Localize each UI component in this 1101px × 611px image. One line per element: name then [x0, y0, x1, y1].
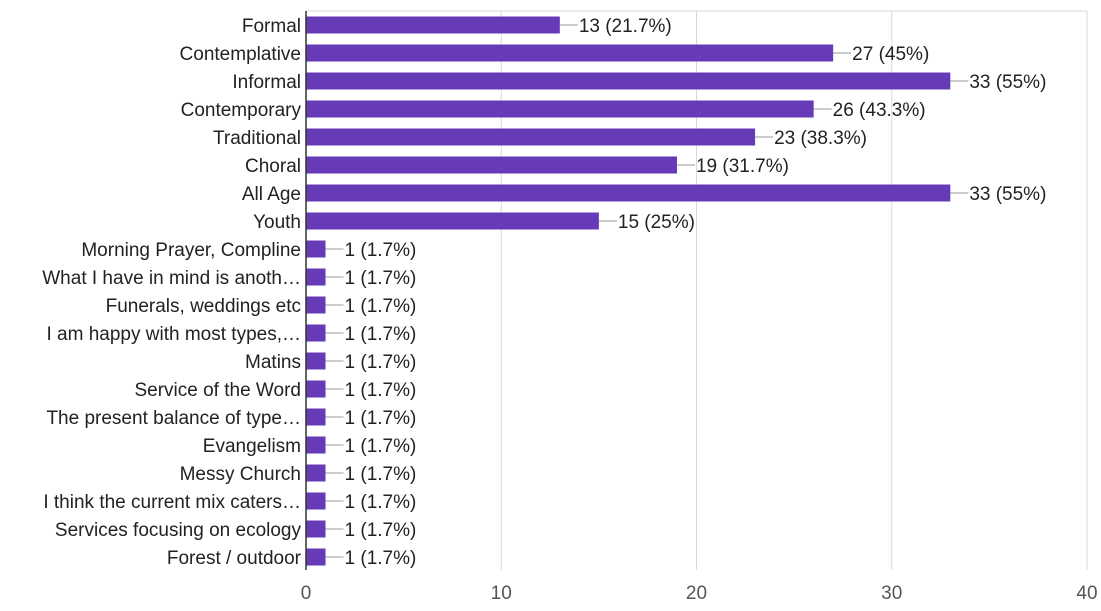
data-label: 1 (1.7%)	[345, 324, 417, 345]
category-labels: Formal Contemplative Informal Contemporary T…	[42, 16, 301, 569]
data-label: 33 (55%)	[969, 72, 1046, 93]
category-label: Informal	[232, 72, 301, 93]
category-label: Traditional	[213, 128, 301, 149]
bar	[306, 408, 326, 426]
bar	[306, 436, 326, 454]
bar	[306, 548, 326, 566]
bar	[306, 44, 834, 62]
data-label: 1 (1.7%)	[345, 380, 417, 401]
x-tick-label: 40	[1076, 583, 1097, 604]
bar	[306, 184, 951, 202]
data-label: 1 (1.7%)	[345, 464, 417, 485]
bar	[306, 380, 326, 398]
category-label: Choral	[245, 156, 301, 177]
data-label: 1 (1.7%)	[345, 352, 417, 373]
category-label: Services focusing on ecology	[55, 520, 302, 541]
bar	[306, 464, 326, 482]
bar	[306, 16, 560, 34]
x-tick-label: 20	[686, 583, 707, 604]
bar	[306, 324, 326, 342]
category-label: Youth	[253, 212, 301, 233]
data-label: 1 (1.7%)	[345, 268, 417, 289]
data-label: 13 (21.7%)	[579, 16, 672, 37]
data-label: 1 (1.7%)	[345, 520, 417, 541]
grid-layer	[306, 10, 1088, 570]
category-label: Service of the Word	[134, 380, 301, 401]
bar	[306, 72, 951, 90]
x-tick-label: 30	[881, 583, 902, 604]
category-label: Matins	[245, 352, 301, 373]
bar	[306, 296, 326, 314]
x-tick-label: 10	[491, 583, 512, 604]
data-label: 1 (1.7%)	[345, 296, 417, 317]
data-label: 23 (38.3%)	[774, 128, 867, 149]
bar	[306, 100, 814, 118]
data-labels: 13 (21.7%) 27 (45%) 33 (55%) 26 (43.3%) 23 (…	[345, 16, 1047, 569]
x-tick-label: 0	[301, 583, 312, 604]
category-label: I am happy with most types,…	[47, 324, 302, 345]
data-label: 1 (1.7%)	[345, 548, 417, 569]
category-label: Evangelism	[203, 436, 301, 457]
category-label: Contemporary	[181, 100, 302, 121]
data-label: 26 (43.3%)	[833, 100, 926, 121]
leaders-layer	[325, 24, 969, 558]
category-label: Funerals, weddings etc	[106, 296, 301, 317]
data-label: 1 (1.7%)	[345, 436, 417, 457]
bar	[306, 352, 326, 370]
data-label: 19 (31.7%)	[696, 156, 789, 177]
bar	[306, 492, 326, 510]
category-label: Messy Church	[180, 464, 301, 485]
category-label: What I have in mind is anoth…	[42, 268, 301, 289]
data-label: 1 (1.7%)	[345, 492, 417, 513]
category-label: I think the current mix caters…	[43, 492, 301, 513]
category-label: All Age	[242, 184, 301, 205]
category-label: Formal	[242, 16, 301, 37]
data-label: 15 (25%)	[618, 212, 695, 233]
x-tick-labels: 0 10 20 30 40	[301, 583, 1098, 604]
category-label: Morning Prayer, Compline	[81, 240, 301, 261]
data-label: 1 (1.7%)	[345, 408, 417, 429]
bar	[306, 156, 677, 174]
category-label: Contemplative	[180, 44, 301, 65]
bar	[306, 268, 326, 286]
data-label: 27 (45%)	[852, 44, 929, 65]
bar	[306, 520, 326, 538]
category-label: Forest / outdoor	[167, 548, 302, 569]
category-label: The present balance of type…	[46, 408, 301, 429]
data-label: 1 (1.7%)	[345, 240, 417, 261]
bars-layer	[306, 16, 951, 566]
bar	[306, 212, 599, 230]
data-label: 33 (55%)	[969, 184, 1046, 205]
bar	[306, 240, 326, 258]
bar	[306, 128, 756, 146]
